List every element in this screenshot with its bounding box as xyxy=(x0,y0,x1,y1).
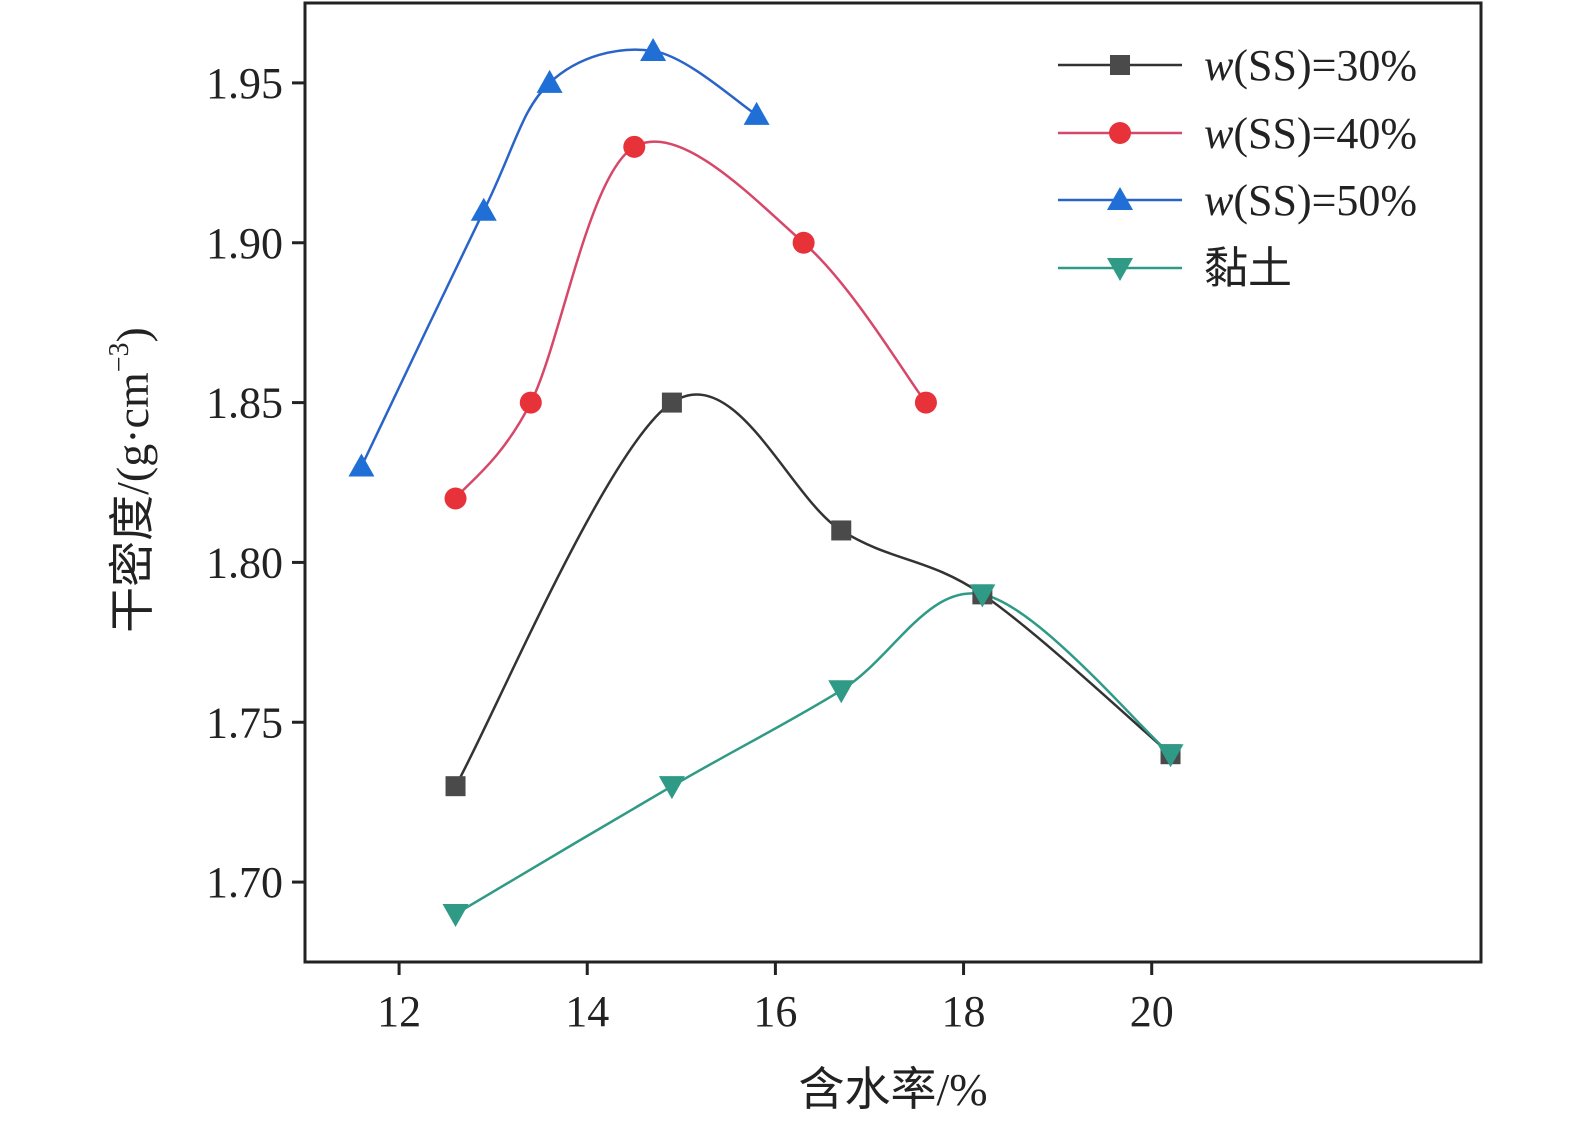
y-tick-label: 1.90 xyxy=(206,219,283,268)
legend-marker-2 xyxy=(1107,187,1133,210)
legend-label-text: 黏土 xyxy=(1204,244,1292,293)
legend-marker-3 xyxy=(1107,258,1133,281)
legend-marker-1 xyxy=(1109,122,1131,144)
x-tick-label: 12 xyxy=(377,987,421,1036)
legend-label-var: w xyxy=(1204,109,1234,158)
x-tick-label: 18 xyxy=(942,987,986,1036)
y-axis-title-close: ) xyxy=(107,327,158,342)
y-tick-label: 1.80 xyxy=(206,538,283,587)
plot-frame xyxy=(303,1,1483,964)
y-tick-label: 1.95 xyxy=(206,59,283,108)
y-axis-ticks: 1.70 1.75 1.80 1.85 1.90 1.95 xyxy=(206,59,305,907)
data-point-series-2 xyxy=(536,69,563,93)
y-axis-title-main: 干密度/(g·cm xyxy=(107,372,158,633)
series-line-2 xyxy=(360,48,758,468)
legend-marker-0 xyxy=(1110,55,1130,75)
series-markers xyxy=(348,37,1184,928)
data-point-series-0 xyxy=(831,520,852,541)
x-tick-label: 16 xyxy=(753,987,797,1036)
data-point-series-3 xyxy=(828,680,855,704)
legend: w(SS)=30%w(SS)=40%w(SS)=50%黏土 xyxy=(1058,41,1417,293)
legend-label-var: w xyxy=(1204,176,1234,225)
data-point-series-1 xyxy=(623,135,646,158)
data-point-series-2 xyxy=(743,101,770,125)
x-tick-label: 20 xyxy=(1130,987,1174,1036)
legend-label-0: w(SS)=30% xyxy=(1204,41,1417,90)
legend-label-text: (SS)=40% xyxy=(1233,109,1417,158)
y-axis-title-sup: −3 xyxy=(104,342,135,372)
data-point-series-1 xyxy=(914,391,937,414)
data-point-series-0 xyxy=(445,776,466,797)
legend-label-2: w(SS)=50% xyxy=(1204,176,1417,225)
y-tick-label: 1.75 xyxy=(206,698,283,747)
legend-label-var: w xyxy=(1204,41,1234,90)
y-tick-label: 1.85 xyxy=(206,379,283,428)
series-lines xyxy=(360,48,1172,916)
data-point-series-2 xyxy=(348,453,375,477)
data-point-series-2 xyxy=(640,37,667,61)
series-line-3 xyxy=(454,592,1172,916)
x-axis-title: 含水率/% xyxy=(798,1064,987,1115)
x-axis-ticks: 12 14 16 18 20 xyxy=(377,962,1174,1036)
data-point-series-1 xyxy=(792,231,815,254)
data-point-series-2 xyxy=(470,197,497,221)
y-tick-label: 1.70 xyxy=(206,858,283,907)
data-point-series-3 xyxy=(442,904,469,928)
data-point-series-3 xyxy=(969,584,996,608)
legend-label-3: 黏土 xyxy=(1204,244,1292,293)
legend-label-1: w(SS)=40% xyxy=(1204,109,1417,158)
legend-label-text: (SS)=30% xyxy=(1233,41,1417,90)
data-point-series-1 xyxy=(519,391,542,414)
legend-label-text: (SS)=50% xyxy=(1233,176,1417,225)
y-axis-title: 干密度/(g·cm−3) xyxy=(104,327,158,633)
data-point-series-3 xyxy=(658,776,685,800)
series-line-0 xyxy=(454,393,1172,787)
x-tick-label: 14 xyxy=(565,987,609,1036)
data-point-series-0 xyxy=(661,392,682,413)
series-line-1 xyxy=(454,140,927,500)
data-point-series-3 xyxy=(1157,744,1184,768)
data-point-series-1 xyxy=(444,487,467,510)
